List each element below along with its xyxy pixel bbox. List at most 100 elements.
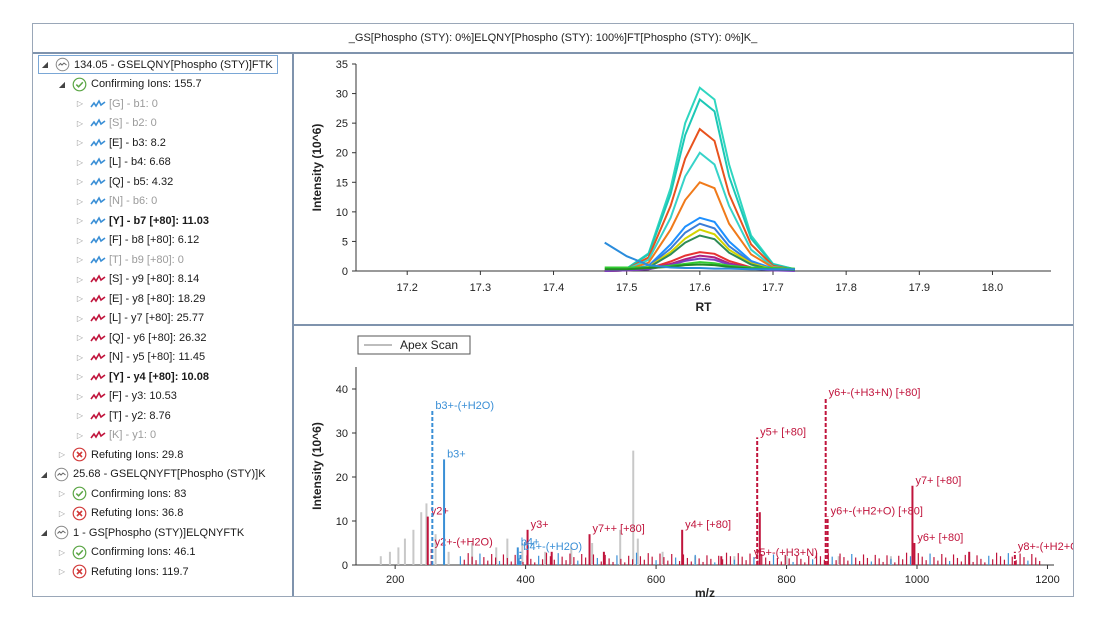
- expanded-triangle-icon[interactable]: ◢: [40, 528, 48, 537]
- x-tick-label: 17.3: [470, 282, 491, 294]
- expanded-triangle-icon[interactable]: ◢: [40, 469, 48, 479]
- tree-item[interactable]: ▷ [N] - b6: 0: [74, 192, 157, 211]
- x-tick-label: 800: [777, 574, 795, 586]
- b-ion-trace-icon: [90, 174, 106, 190]
- tree-item-label: [F] - y3: 10.53: [109, 390, 177, 402]
- tree-item-label: [K] - y1: 0: [109, 429, 157, 441]
- xic-trace: [604, 151, 796, 272]
- collapsed-triangle-icon[interactable]: ▷: [76, 313, 84, 323]
- tree-item-label: [S] - y9 [+80]: 8.14: [109, 273, 200, 285]
- tree-item[interactable]: ▷ Refuting Ions: 36.8: [56, 504, 183, 523]
- x-tick-label: 17.9: [909, 282, 930, 294]
- tree-item[interactable]: ▷ [L] - y7 [+80]: 25.77: [74, 309, 204, 328]
- xic-trace: [604, 241, 795, 271]
- xic-trace: [604, 181, 796, 272]
- y-tick-label: 10: [336, 516, 348, 528]
- spectrum-chart: Apex Scan 0 10 20 30 40 200 400 600 800 1000 1200 m/…: [310, 335, 1100, 600]
- collapsed-triangle-icon[interactable]: ▷: [76, 411, 84, 420]
- collapsed-triangle-icon[interactable]: ▷: [76, 352, 84, 362]
- tree-item[interactable]: ▷ [T] - b9 [+80]: 0: [74, 250, 184, 269]
- y-ion-trace-icon: [90, 330, 106, 346]
- collapsed-triangle-icon[interactable]: ▷: [76, 138, 84, 147]
- y-ion-trace-icon: [90, 408, 106, 424]
- tree-item[interactable]: ▷ [T] - y2: 8.76: [74, 406, 171, 425]
- collapsed-triangle-icon[interactable]: ▷: [76, 333, 84, 342]
- collapsed-triangle-icon[interactable]: ▷: [58, 489, 66, 498]
- collapsed-triangle-icon[interactable]: ▷: [58, 450, 66, 459]
- tree-item[interactable]: ▷ Refuting Ions: 29.8: [56, 445, 183, 464]
- x-tick-label: 18.0: [982, 282, 1003, 294]
- collapsed-triangle-icon[interactable]: ▷: [76, 216, 84, 225]
- xic-chart-panel[interactable]: 0 5 10 15 20 25 30 35 17.2 17.3 17.4 17.5 17.6 17.7 17…: [294, 54, 1073, 326]
- collapsed-triangle-icon[interactable]: ▷: [76, 372, 84, 381]
- x-axis-label: m/z: [695, 586, 715, 597]
- y-ion-trace-icon: [90, 388, 106, 404]
- tree-item[interactable]: ▷ Confirming Ions: 83: [56, 484, 186, 503]
- x-tick-label: 17.2: [396, 282, 417, 294]
- collapsed-triangle-icon[interactable]: ▷: [76, 177, 84, 186]
- spectrum-chart-panel[interactable]: Apex Scan 0 10 20 30 40 200 400 600 800 1000 1200 m/…: [294, 327, 1100, 600]
- collapsed-triangle-icon[interactable]: ▷: [76, 99, 84, 108]
- tree-item[interactable]: ▷ [Y] - y4 [+80]: 10.08: [74, 367, 209, 386]
- tree-item[interactable]: ◢ 25.68 - GSELQNYFT[Phospho (STY)]K: [38, 465, 266, 484]
- y-tick-label: 30: [336, 428, 348, 440]
- tree-item[interactable]: ▷ Refuting Ions: 119.7: [56, 562, 189, 581]
- collapsed-triangle-icon[interactable]: ▷: [76, 157, 84, 167]
- collapsed-triangle-icon[interactable]: ▷: [76, 118, 84, 128]
- tree-item[interactable]: ▷ [L] - b4: 6.68: [74, 153, 171, 172]
- collapsed-triangle-icon[interactable]: ▷: [76, 235, 84, 245]
- collapsed-triangle-icon[interactable]: ▷: [76, 294, 84, 303]
- peptide-title: _GS[Phospho (STY): 0%]ELQNY[Phospho (STY…: [348, 32, 758, 44]
- expanded-triangle-icon[interactable]: ◢: [58, 79, 66, 89]
- tree-item[interactable]: ▷ [E] - y8 [+80]: 18.29: [74, 289, 205, 308]
- y-ion-trace-icon: [90, 271, 106, 287]
- tree-item[interactable]: ▷ [S] - b2: 0: [74, 114, 157, 133]
- ion-label: y6+ [+80]: [917, 532, 963, 544]
- y-tick-label: 5: [342, 236, 348, 248]
- collapsed-triangle-icon[interactable]: ▷: [76, 391, 84, 401]
- ion-label: y7++ [+80]: [593, 523, 645, 535]
- collapsed-triangle-icon[interactable]: ▷: [58, 547, 66, 557]
- tree-item-label: [T] - y2: 8.76: [109, 409, 171, 422]
- tree-item-label: [S] - b2: 0: [109, 117, 157, 129]
- expanded-triangle-icon[interactable]: ◢: [41, 60, 49, 69]
- tree-item[interactable]: ◢ Confirming Ions: 155.7: [56, 75, 202, 94]
- tree-item[interactable]: ▷ [F] - y3: 10.53: [74, 387, 177, 406]
- x-tick-label: 600: [647, 574, 665, 586]
- xic-chart: 0 5 10 15 20 25 30 35 17.2 17.3 17.4 17.5 17.6 17.7 17…: [310, 59, 1051, 314]
- tree-item[interactable]: ◢ 1 - GS[Phospho (STY)]ELQNYFTK: [38, 523, 244, 542]
- tree-item-label: [T] - b9 [+80]: 0: [109, 253, 184, 266]
- tree-item[interactable]: ▷ [F] - b8 [+80]: 6.12: [74, 231, 199, 250]
- collapsed-triangle-icon[interactable]: ▷: [76, 255, 84, 264]
- tree-item[interactable]: ▷ [N] - y5 [+80]: 11.45: [74, 348, 205, 367]
- tree-item[interactable]: ▷ [G] - b1: 0: [74, 94, 158, 113]
- tree-item[interactable]: ▷ [E] - b3: 8.2: [74, 133, 166, 152]
- tree-item[interactable]: ▷ [K] - y1: 0: [74, 426, 156, 445]
- y-tick-label: 20: [336, 472, 348, 484]
- ion-label: b3+: [447, 448, 466, 460]
- y-tick-label: 0: [342, 266, 348, 278]
- collapsed-triangle-icon[interactable]: ▷: [76, 430, 84, 440]
- ion-tree-panel[interactable]: ◢ 134.05 - GSELQNY[Phospho (STY)]FTK ◢ Conf…: [33, 54, 294, 596]
- tree-item-label: [Q] - y6 [+80]: 26.32: [109, 331, 207, 344]
- tree-item[interactable]: ▷ Confirming Ions: 46.1: [56, 543, 196, 562]
- tree-item[interactable]: ◢ 134.05 - GSELQNY[Phospho (STY)]FTK: [38, 55, 278, 74]
- tree-item-label: [L] - y7 [+80]: 25.77: [109, 312, 205, 324]
- collapsed-triangle-icon[interactable]: ▷: [76, 196, 84, 206]
- tree-item-label: Refuting Ions: 29.8: [91, 448, 184, 461]
- tree-item-label: 134.05 - GSELQNY[Phospho (STY)]FTK: [74, 58, 273, 71]
- collapsed-triangle-icon[interactable]: ▷: [58, 508, 66, 518]
- x-tick-label: 1000: [905, 574, 929, 586]
- x-tick-label: 17.6: [689, 282, 710, 294]
- tree-item[interactable]: ▷ [Q] - b5: 4.32: [74, 172, 173, 191]
- tree-item[interactable]: ▷ [Y] - b7 [+80]: 11.03: [74, 211, 209, 230]
- collapsed-triangle-icon[interactable]: ▷: [76, 274, 84, 284]
- collapsed-triangle-icon[interactable]: ▷: [58, 567, 66, 576]
- y-tick-label: 10: [336, 207, 348, 219]
- tree-item[interactable]: ▷ [S] - y9 [+80]: 8.14: [74, 270, 199, 289]
- tree-item[interactable]: ▷ [Q] - y6 [+80]: 26.32: [74, 328, 207, 347]
- b-ion-trace-icon: [90, 96, 106, 112]
- y-tick-label: 40: [336, 384, 348, 396]
- tree-item-label: [Y] - y4 [+80]: 10.08: [109, 370, 209, 383]
- x-circle-icon: [72, 564, 88, 580]
